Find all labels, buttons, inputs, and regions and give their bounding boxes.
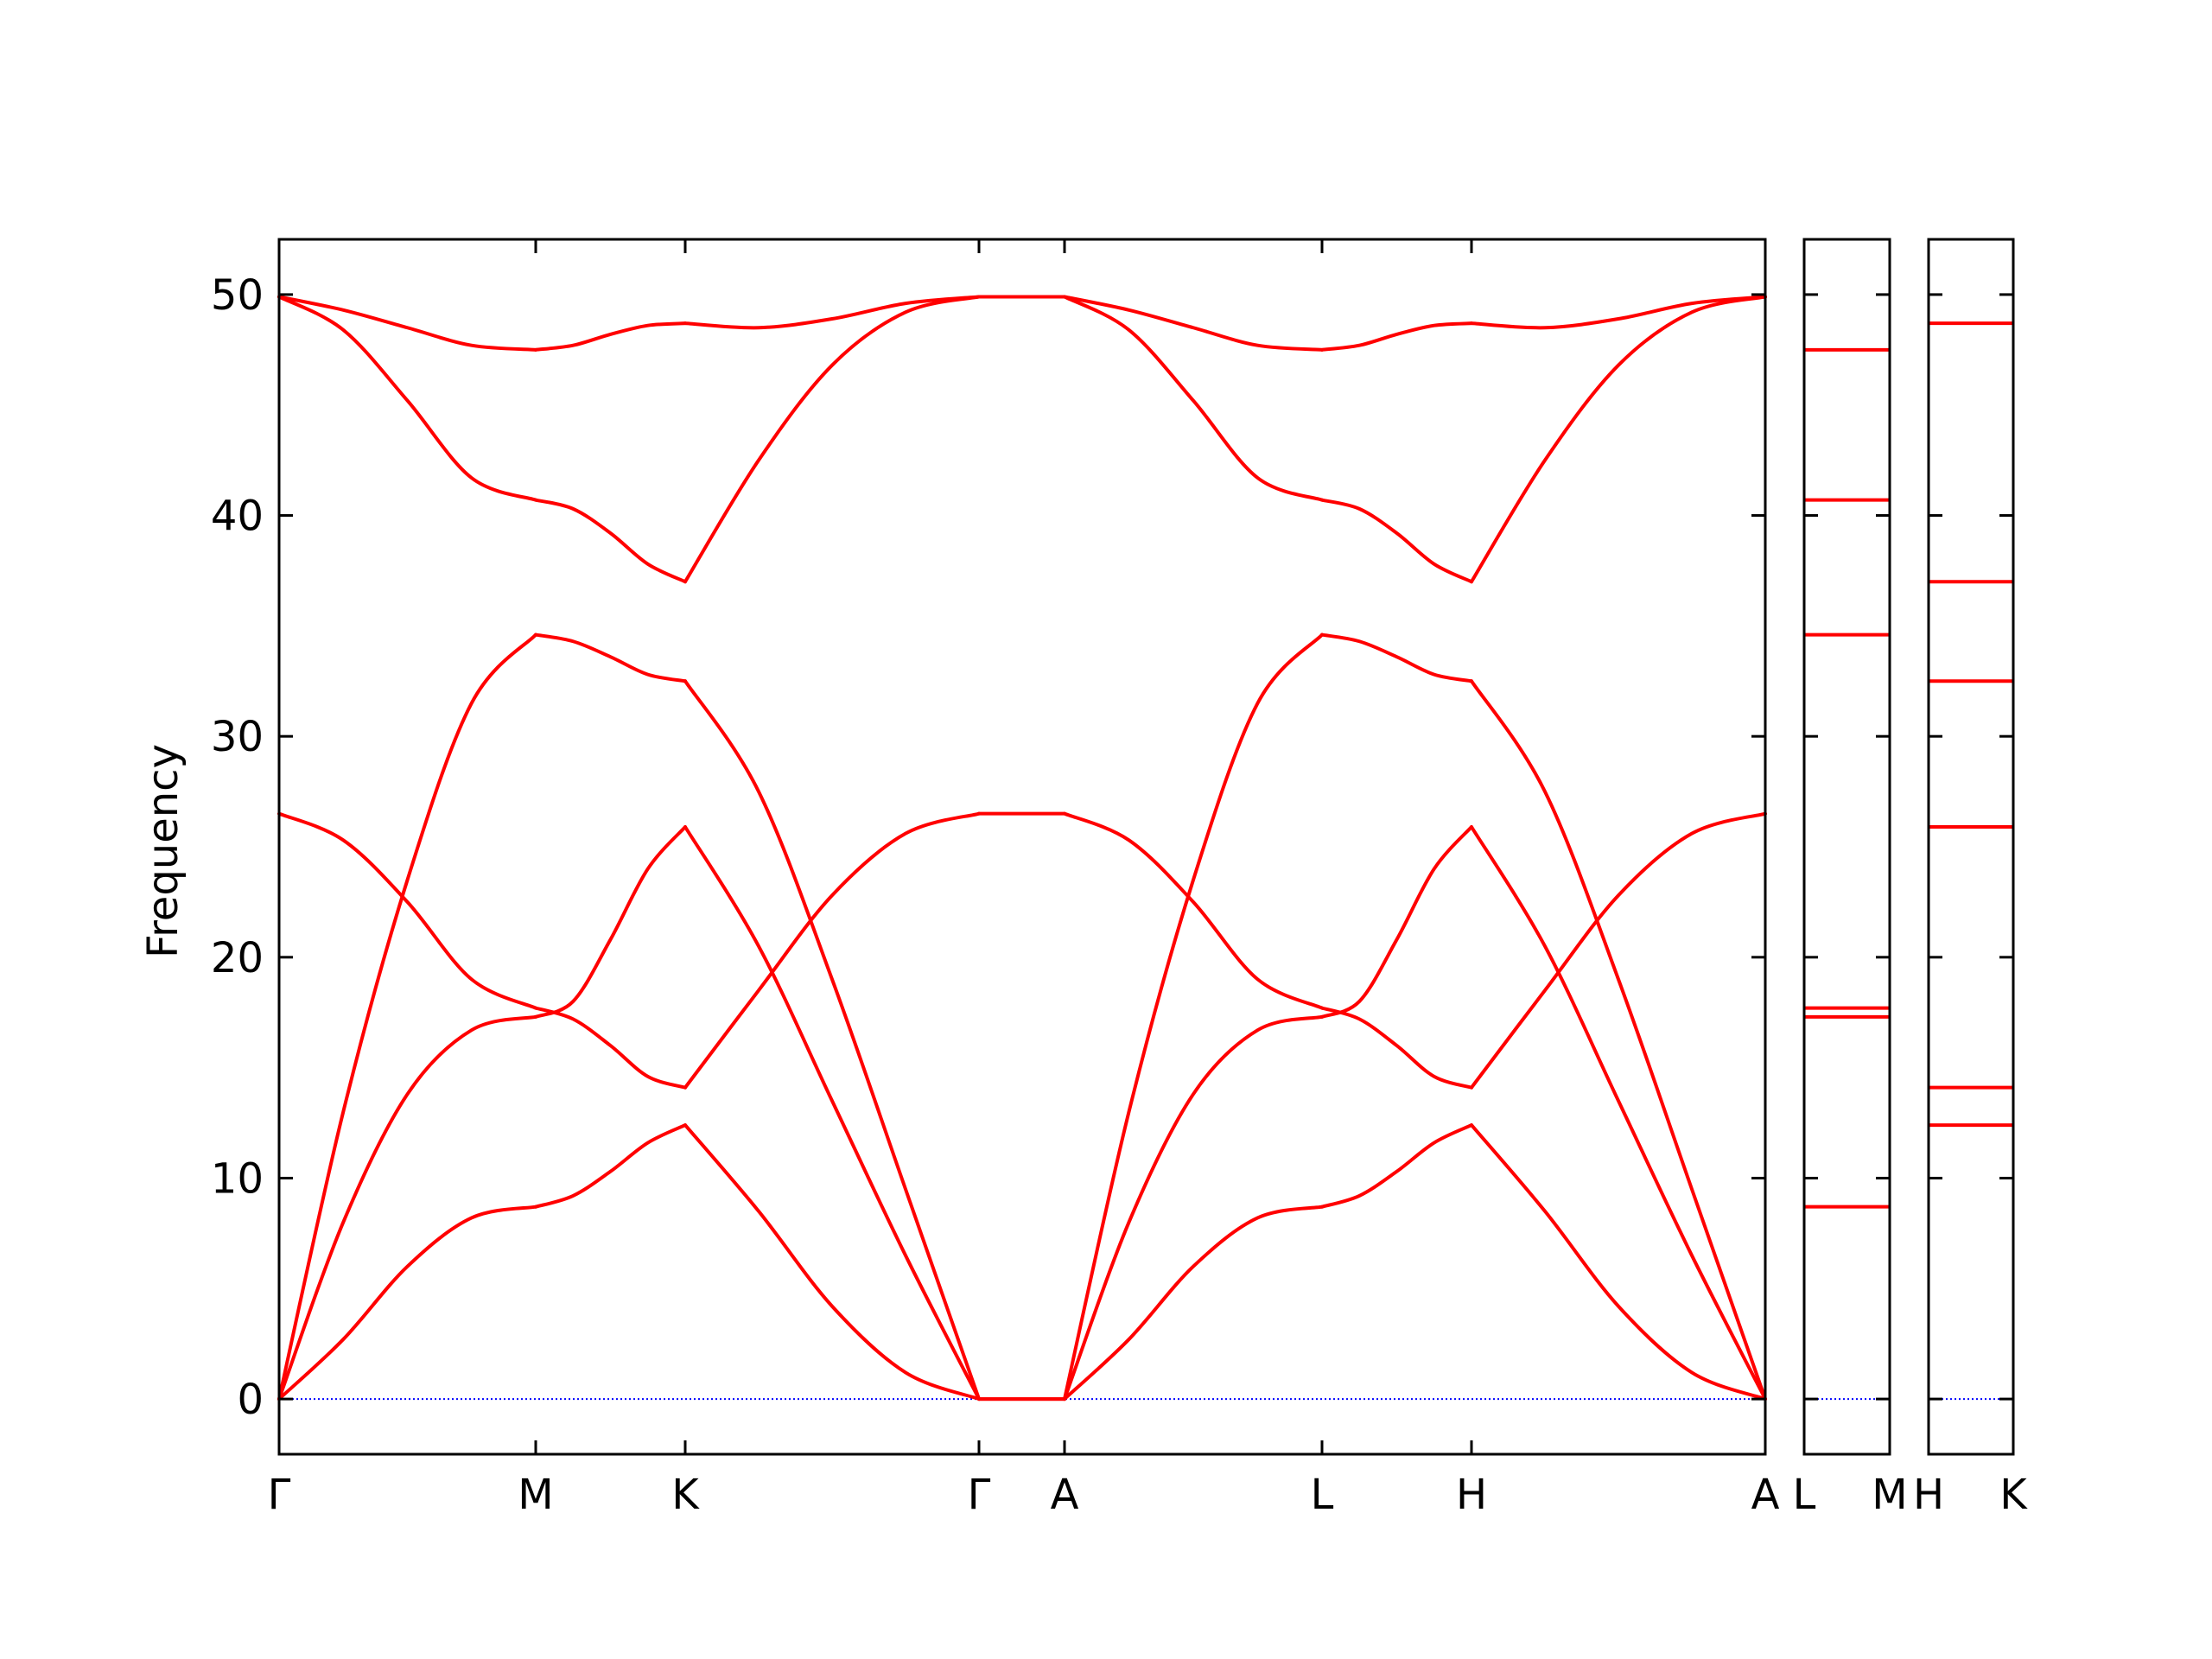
- side-panel-frame: [1927, 238, 2015, 1456]
- band-line-L-H-4: [1320, 1006, 1473, 1090]
- band-line-A-L-6: [1063, 295, 1324, 352]
- x-tick-label: M: [518, 1471, 553, 1519]
- band-line-M-K-1: [534, 1123, 687, 1209]
- band-line-Γ-M-5: [277, 295, 537, 502]
- band-line-H-A-1: [1470, 1123, 1767, 1402]
- band-line-K-Γ-1: [683, 1123, 981, 1402]
- x-tick-label: L: [1793, 1471, 1816, 1519]
- band-line-A-L-3: [1063, 632, 1324, 1402]
- x-tick-label: K: [671, 1471, 700, 1519]
- y-tick-label: 20: [211, 934, 264, 982]
- y-tick-label: 40: [211, 493, 264, 541]
- band-line-M-K-4: [534, 1006, 687, 1090]
- x-tick-label: A: [1051, 1471, 1079, 1519]
- x-tick-label: Γ: [968, 1471, 991, 1519]
- band-line-K-Γ-4: [683, 811, 981, 1090]
- y-tick-label: 0: [237, 1376, 264, 1424]
- band-line-L-H-3: [1320, 632, 1473, 683]
- x-tick-label: H: [1456, 1471, 1487, 1519]
- band-line-L-H-6: [1320, 321, 1473, 352]
- main-panel-frame: [277, 238, 1767, 1456]
- x-tick-label: K: [1999, 1471, 2028, 1519]
- x-tick-label: H: [1913, 1471, 1944, 1519]
- band-line-H-A-6: [1470, 295, 1767, 330]
- band-line-M-K-6: [534, 321, 687, 352]
- y-axis-label: Frequency: [139, 744, 188, 958]
- band-line-H-A-5: [1470, 295, 1767, 584]
- band-line-Γ-M-6: [277, 295, 537, 352]
- x-tick-label: L: [1311, 1471, 1334, 1519]
- band-line-Γ-M-3: [277, 632, 537, 1402]
- band-line-K-Γ-5: [683, 295, 981, 584]
- band-line-K-Γ-6: [683, 295, 981, 330]
- band-line-A-L-2: [1063, 1014, 1324, 1402]
- band-line-A-L-4: [1063, 811, 1324, 1010]
- band-line-H-A-4: [1470, 811, 1767, 1090]
- band-line-H-A-2: [1470, 824, 1767, 1402]
- band-line-Γ-M-4: [277, 811, 537, 1010]
- x-tick-label: A: [1751, 1471, 1780, 1519]
- y-tick-label: 50: [211, 271, 264, 320]
- band-line-A-L-5: [1063, 295, 1324, 502]
- band-line-K-Γ-2: [683, 824, 981, 1402]
- band-line-H-A-3: [1470, 679, 1767, 1402]
- band-line-A-L-1: [1063, 1205, 1324, 1402]
- band-line-Γ-M-1: [277, 1205, 537, 1402]
- band-line-L-H-5: [1320, 498, 1473, 584]
- x-tick-label: M: [1872, 1471, 1907, 1519]
- band-line-L-H-2: [1320, 824, 1473, 1019]
- band-line-M-K-2: [534, 824, 687, 1019]
- y-tick-label: 30: [211, 713, 264, 761]
- y-tick-label: 10: [211, 1154, 264, 1203]
- x-tick-label: Γ: [268, 1471, 291, 1519]
- main-panel: 0 10 20 30 40 50 Γ M K Γ A L H A: [211, 238, 1780, 1519]
- band-line-Γ-M-2: [277, 1014, 537, 1402]
- band-line-L-H-1: [1320, 1123, 1473, 1209]
- band-line-M-K-3: [534, 632, 687, 683]
- band-line-M-K-5: [534, 498, 687, 584]
- side-panel-frame: [1802, 238, 1891, 1456]
- band-line-K-Γ-3: [683, 679, 981, 1402]
